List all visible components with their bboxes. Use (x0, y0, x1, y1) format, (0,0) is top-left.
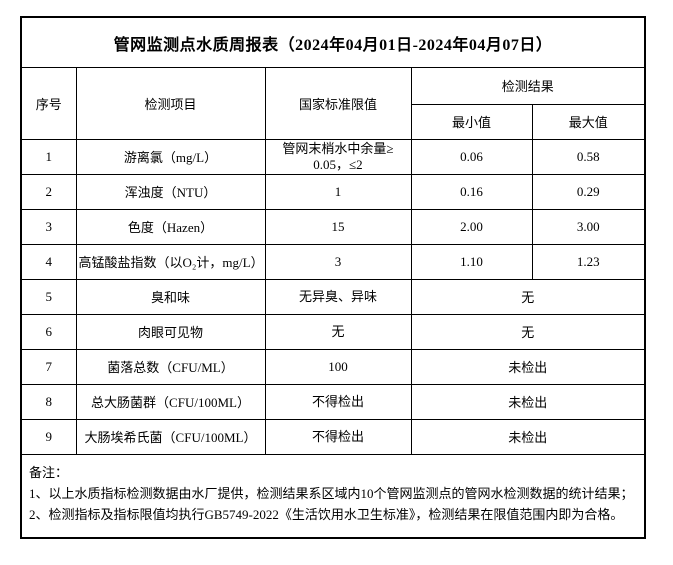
row-max: 0.29 (531, 173, 644, 210)
row-item: 肉眼可见物 (75, 313, 266, 350)
row-no: 9 (22, 418, 77, 455)
row-result: 未检出 (410, 348, 644, 385)
row-item: 高锰酸盐指数（以O₂计，mg/L） (75, 243, 266, 280)
row-no: 7 (22, 348, 77, 385)
row-limit: 管网末梢水中余量≥ 0.05，≤2 (264, 138, 412, 175)
table-row: 2 浑浊度（NTU） 1 0.16 0.29 (22, 173, 644, 210)
row-no: 1 (22, 138, 77, 175)
row-limit: 1 (264, 173, 412, 210)
note-line-1: 1、以上水质指标检测数据由水厂提供，检测结果系区域内10个管网监测点的管网水检测… (29, 485, 634, 501)
table-row: 8 总大肠菌群（CFU/100ML） 不得检出 未检出 (22, 383, 644, 420)
note-line-2: 2、检测指标及指标限值均执行GB5749-2022《生活饮用水卫生标准》，检测结… (29, 506, 624, 522)
row-item: 臭和味 (75, 278, 266, 315)
row-no: 3 (22, 208, 77, 245)
row-item: 总大肠菌群（CFU/100ML） (75, 383, 266, 420)
row-no: 4 (22, 243, 77, 280)
row-min: 2.00 (410, 208, 533, 245)
col-header-min: 最小值 (410, 103, 533, 140)
report-title: 管网监测点水质周报表（2024年04月01日-2024年04月07日） (22, 18, 644, 68)
table-row: 1 游离氯（mg/L） 管网末梢水中余量≥ 0.05，≤2 0.06 0.58 (22, 138, 644, 175)
row-result: 无 (410, 278, 644, 315)
row-result: 无 (410, 313, 644, 350)
row-max: 3.00 (531, 208, 644, 245)
row-no: 6 (22, 313, 77, 350)
row-item: 浑浊度（NTU） (75, 173, 266, 210)
notes-label: 备注： (29, 464, 69, 480)
header-row-1: 序号 检测项目 国家标准限值 检测结果 (22, 68, 644, 140)
row-limit: 不得检出 (264, 418, 412, 455)
row-no: 5 (22, 278, 77, 315)
row-item: 大肠埃希氏菌（CFU/100ML） (75, 418, 266, 455)
table-row: 4 高锰酸盐指数（以O₂计，mg/L） 3 1.10 1.23 (22, 243, 644, 280)
row-item: 色度（Hazen） (75, 208, 266, 245)
table-row: 7 菌落总数（CFU/ML） 100 未检出 (22, 348, 644, 385)
table-row: 5 臭和味 无异臭、异味 无 (22, 278, 644, 315)
row-item: 游离氯（mg/L） (75, 138, 266, 175)
row-limit: 无异臭、异味 (264, 278, 412, 315)
col-header-no: 序号 (22, 68, 77, 140)
table-row: 9 大肠埃希氏菌（CFU/100ML） 不得检出 未检出 (22, 418, 644, 455)
row-limit: 100 (264, 348, 412, 385)
footer-notes: 备注： 1、以上水质指标检测数据由水厂提供，检测结果系区域内10个管网监测点的管… (22, 455, 644, 525)
water-quality-table: 序号 检测项目 国家标准限值 检测结果 最小值 最大值 1 游离氯（mg/L） … (22, 68, 644, 455)
col-header-max: 最大值 (531, 103, 644, 140)
col-header-limit: 国家标准限值 (264, 68, 412, 140)
row-no: 2 (22, 173, 77, 210)
row-limit: 15 (264, 208, 412, 245)
row-min: 0.16 (410, 173, 533, 210)
row-max: 0.58 (531, 138, 644, 175)
row-result: 未检出 (410, 418, 644, 455)
row-limit: 不得检出 (264, 383, 412, 420)
header-row-2: 最小值 最大值 (22, 103, 644, 140)
row-limit: 无 (264, 313, 412, 350)
col-header-result: 检测结果 (410, 68, 644, 105)
row-item: 菌落总数（CFU/ML） (75, 348, 266, 385)
table-row: 3 色度（Hazen） 15 2.00 3.00 (22, 208, 644, 245)
row-min: 0.06 (410, 138, 533, 175)
row-min: 1.10 (410, 243, 533, 280)
row-max: 1.23 (531, 243, 644, 280)
col-header-item: 检测项目 (75, 68, 266, 140)
table-row: 6 肉眼可见物 无 无 (22, 313, 644, 350)
row-no: 8 (22, 383, 77, 420)
water-quality-report-sheet: 管网监测点水质周报表（2024年04月01日-2024年04月07日） 序号 检… (20, 16, 646, 539)
row-result: 未检出 (410, 383, 644, 420)
row-limit: 3 (264, 243, 412, 280)
